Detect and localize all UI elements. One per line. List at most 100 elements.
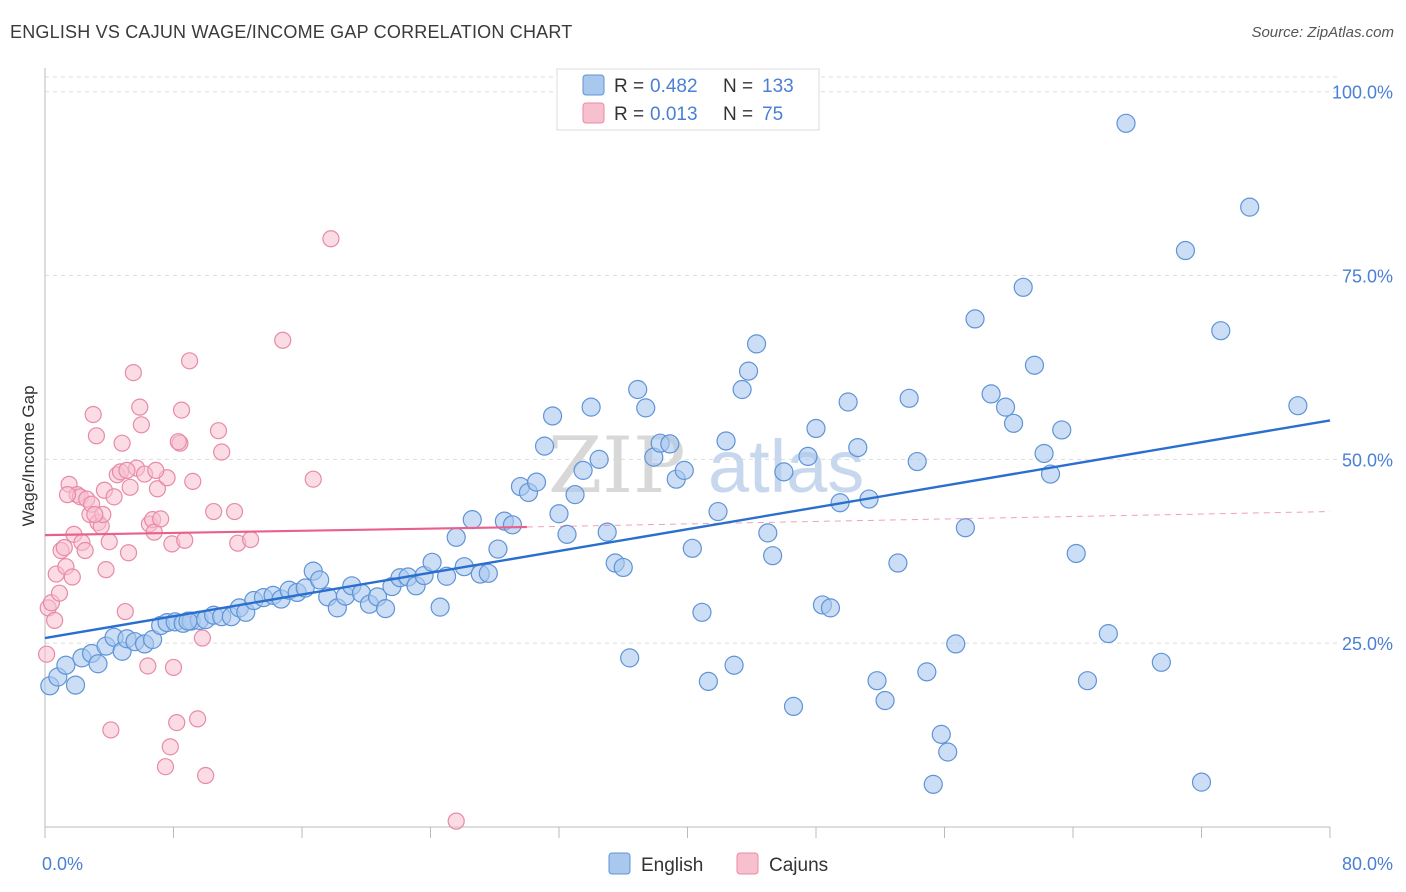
cajun-point (50, 584, 69, 602)
cajun-points (38, 230, 465, 830)
english-point (995, 397, 1016, 417)
english-point (462, 510, 482, 530)
english-point (660, 434, 680, 454)
english-point (732, 379, 752, 400)
cajun-point (97, 561, 115, 579)
english-point (65, 675, 86, 695)
english-point (178, 611, 198, 631)
cajun-point (58, 486, 77, 504)
stats-n-value: 75 (762, 104, 783, 125)
english-point (1116, 113, 1136, 133)
y-tick-label: 50.0% (1342, 450, 1393, 470)
english-point (88, 654, 108, 674)
english-point (1288, 396, 1308, 416)
english-point (758, 523, 778, 543)
english-point (724, 655, 744, 675)
english-point (310, 570, 330, 590)
english-point (1052, 420, 1072, 440)
cajun-point (152, 510, 170, 528)
x-tick-label: 0.0% (42, 854, 83, 874)
english-point (1024, 355, 1045, 375)
english-point (763, 546, 783, 566)
legend-cajuns-label: Cajuns (769, 855, 828, 876)
cajun-point (193, 629, 212, 647)
cajun-point (102, 721, 120, 739)
stats-legend: R = 0.482 N = 133 R = 0.013 N = 75 (556, 68, 820, 131)
english-point (56, 655, 76, 675)
english-point (526, 472, 547, 492)
legend-cajuns-swatch (736, 852, 759, 875)
english-point (1003, 413, 1024, 433)
axes (44, 68, 1331, 838)
cajun-point (322, 230, 340, 248)
english-point (716, 431, 736, 451)
english-point (946, 634, 966, 654)
english-trend-line (44, 419, 1331, 640)
english-point (502, 515, 523, 535)
english-point (1077, 671, 1098, 691)
cajun-point (164, 658, 183, 677)
cajun-trend-line (44, 525, 527, 537)
trend-lines (44, 419, 1331, 640)
cajun-trend-extension (526, 511, 1331, 528)
english-point (917, 662, 937, 682)
english-point (746, 334, 767, 354)
english-point (692, 602, 712, 622)
english-point (875, 690, 895, 711)
english-point (534, 436, 555, 456)
english-point (738, 361, 759, 381)
english-point (1240, 197, 1260, 217)
cajun-point (63, 568, 81, 586)
english-point (1098, 624, 1118, 644)
english-point (613, 557, 633, 578)
cajun-point (180, 352, 199, 370)
english-point (907, 451, 927, 472)
english-point (549, 504, 569, 524)
english-point (1066, 543, 1086, 564)
cajun-point (156, 758, 175, 776)
english-point (581, 397, 601, 417)
y-tick-label: 100.0% (1332, 83, 1393, 103)
cajun-point (147, 461, 165, 479)
english-point (375, 599, 396, 619)
cajun-point (113, 434, 131, 452)
legend-english-label: English (641, 855, 703, 876)
cajun-point (176, 531, 194, 549)
english-point (923, 774, 943, 794)
english-point (682, 538, 702, 558)
cajun-point (100, 533, 118, 551)
english-point (783, 696, 804, 717)
cajun-point (84, 405, 102, 424)
stats-r-value: 0.482 (650, 76, 698, 97)
x-tick-label: 80.0% (1342, 854, 1393, 874)
cajun-point (168, 713, 186, 732)
y-tick-label: 75.0% (1342, 267, 1393, 287)
stats-n-value: 133 (762, 76, 794, 97)
y-axis-label: Wage/Income Gap (19, 385, 38, 526)
cajun-point (242, 530, 260, 549)
grid-lines (45, 76, 1338, 644)
cajun-point (197, 766, 215, 785)
cajun-point (121, 478, 139, 496)
english-point (774, 462, 794, 482)
stats-r-label: R = (614, 76, 644, 97)
cajun-point (169, 433, 187, 451)
bottom-legend: English Cajuns (608, 852, 828, 876)
english-point (446, 527, 466, 547)
cajun-point (119, 544, 138, 562)
english-point (430, 597, 450, 617)
y-tick-label: 25.0% (1342, 634, 1393, 654)
stats-r-value: 0.013 (650, 104, 698, 125)
english-point (820, 598, 841, 618)
cajun-point (124, 363, 142, 382)
cajun-point (131, 398, 149, 416)
cajun-point (161, 738, 179, 756)
english-point (1211, 321, 1231, 341)
english-point (565, 485, 585, 505)
cajun-point (209, 422, 228, 440)
english-points (40, 113, 1308, 794)
cajun-point (76, 541, 94, 560)
english-point (620, 648, 640, 668)
english-point (589, 449, 609, 469)
